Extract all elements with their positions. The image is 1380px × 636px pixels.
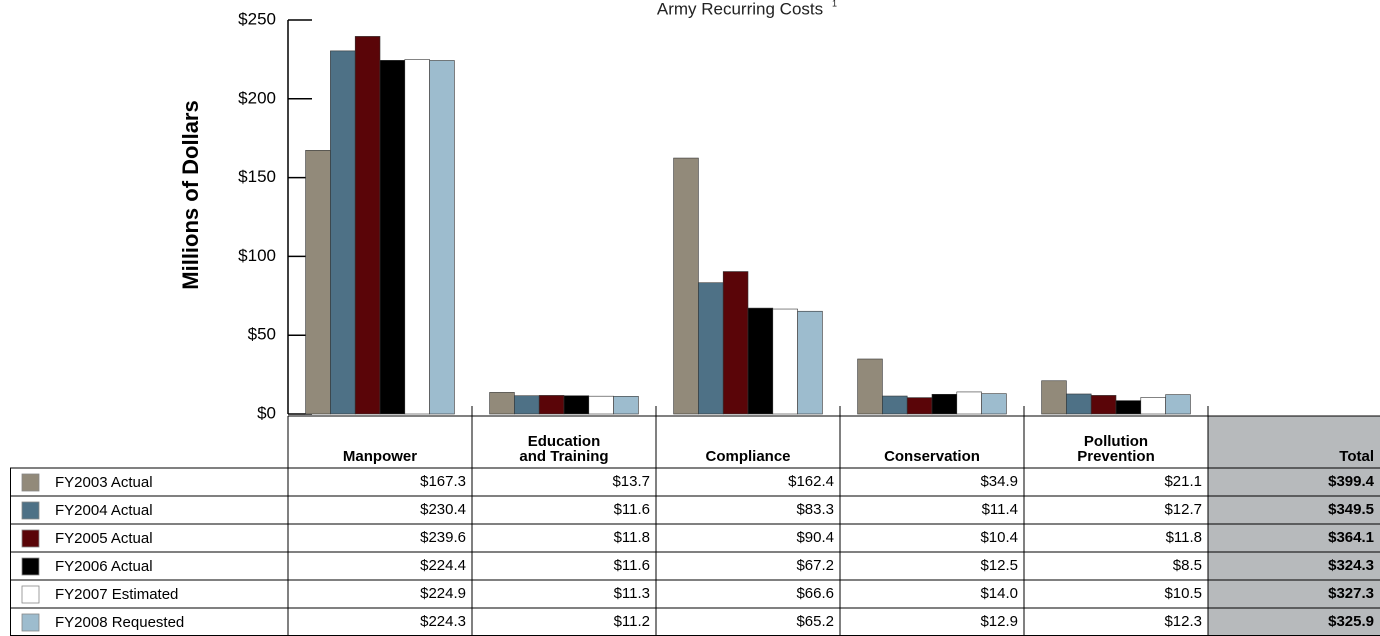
table-value: $224.3 [420,613,466,630]
total-header: Total [1339,448,1374,465]
table-value: $67.2 [796,557,834,574]
bar [538,395,565,415]
column-header: Education and Training [519,433,609,465]
legend-swatch [21,585,40,604]
y-tick-label: $100 [238,246,276,265]
table-value: $162.4 [788,473,834,490]
table-value: $12.7 [1164,501,1202,518]
bar [330,50,356,415]
table-value: $11.8 [1165,529,1202,546]
bar [1115,400,1142,415]
legend-swatch [21,473,40,492]
bar [563,395,590,415]
table-value: $8.5 [1172,557,1202,574]
bar [305,150,331,415]
total-value: $364.1 [1328,529,1374,546]
bar [882,395,908,415]
y-tick-label: $200 [238,88,276,107]
bar [956,391,982,415]
table-value: $65.2 [796,613,834,630]
bar [1090,395,1117,415]
total-value: $325.9 [1328,613,1374,630]
bar [613,396,639,415]
bar [673,157,699,415]
table-value: $167.3 [420,473,466,490]
y-tick-label: $0 [257,403,276,422]
total-value: $324.3 [1328,557,1374,574]
table-value: $12.5 [980,557,1018,574]
chart-subtitle: Army Recurring Costs [657,0,823,18]
bar [429,60,455,415]
table-value: $34.9 [980,473,1018,490]
y-tick-label: $150 [238,167,276,186]
bar [379,60,406,415]
column-header: Conservation [884,448,980,465]
y-tick-label: $250 [238,9,276,28]
bar [489,392,515,415]
table-value: $10.5 [1164,585,1202,602]
bar [588,395,614,415]
bar [772,308,798,415]
table-value: $90.4 [796,529,834,546]
legend-label: FY2005 Actual [55,530,153,547]
table-value: $11.4 [981,501,1018,518]
bar [1140,397,1166,415]
bar [1041,380,1067,415]
total-value: $399.4 [1328,473,1374,490]
table-value: $12.3 [1164,613,1202,630]
table-value: $224.4 [420,557,466,574]
bar [1066,393,1092,415]
legend-label: FY2008 Requested [55,614,184,631]
column-header: Pollution Prevention [1077,433,1155,465]
table-value: $11.6 [613,501,650,518]
bar [906,397,933,415]
table-value: $83.3 [796,501,834,518]
bar [931,393,958,415]
total-column-bg [1208,416,1380,636]
total-value: $327.3 [1328,585,1374,602]
bar [354,36,381,415]
table-value: $224.9 [420,585,466,602]
total-value: $349.5 [1328,501,1374,518]
footnote-marker: 1 [832,0,837,8]
column-header: Compliance [705,448,791,465]
table-value: $66.6 [796,585,834,602]
column-header: Manpower [342,448,418,465]
y-tick-label: $50 [248,325,276,344]
table-value: $13.7 [612,473,650,490]
table-value: $10.4 [980,529,1018,546]
table-value: $11.3 [613,585,650,602]
bar [1165,394,1191,415]
legend-swatch [21,529,40,548]
bar [747,307,774,415]
bar [404,59,430,415]
table-value: $12.9 [980,613,1018,630]
table-value: $11.2 [613,613,650,630]
bar [698,282,724,415]
legend-label: FY2007 Estimated [55,586,178,603]
bar [722,271,749,415]
legend-swatch [21,613,40,632]
table-value: $11.6 [613,557,650,574]
bar [797,310,823,415]
legend-label: FY2004 Actual [55,502,153,519]
legend-label: FY2006 Actual [55,558,153,575]
legend-swatch [21,557,40,576]
table-value: $11.8 [613,529,650,546]
bar [981,393,1007,415]
table-value: $239.6 [420,529,466,546]
legend-swatch [21,501,40,520]
table-value: $230.4 [420,501,466,518]
legend-label: FY2003 Actual [55,474,153,491]
y-axis-label: Millions of Dollars [178,100,203,289]
table-value: $14.0 [980,585,1018,602]
bar [857,358,883,415]
bar [514,395,540,415]
table-value: $21.1 [1164,473,1202,490]
